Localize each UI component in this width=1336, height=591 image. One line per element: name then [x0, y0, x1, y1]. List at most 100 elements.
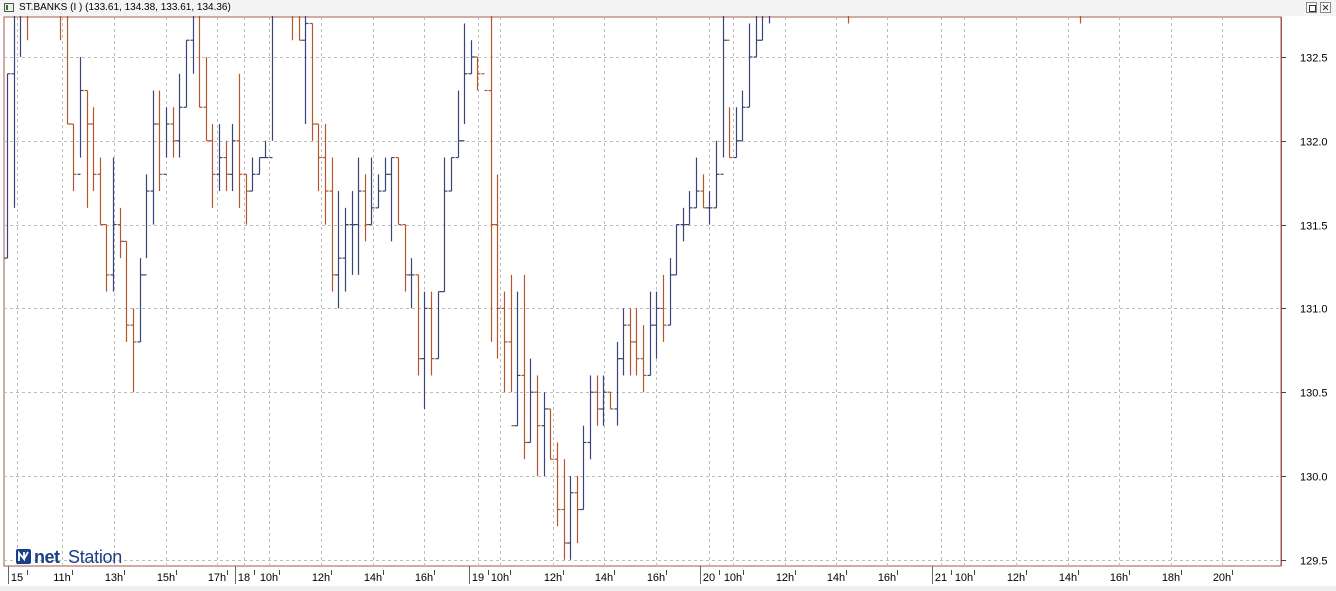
ohlc-bar — [700, 174, 707, 209]
price-tick-label: 132.0 — [1300, 137, 1328, 149]
ohlc-bar — [298, 0, 303, 41]
ohlc-bar — [614, 341, 621, 426]
plot-frame — [3, 16, 1282, 567]
ohlc-bar — [302, 6, 309, 125]
time-tick-label: 10h — [491, 572, 509, 584]
ohlc-bar — [713, 140, 720, 209]
ohlc-bar — [534, 375, 541, 476]
price-tick-label: 132.5 — [1300, 53, 1328, 65]
ohlc-bar — [375, 174, 382, 209]
ohlc-bar — [362, 174, 369, 242]
time-tick-label: 12h — [544, 572, 562, 584]
ohlc-bar — [216, 124, 223, 192]
ohlc-bar — [315, 123, 322, 192]
time-tick-label: 16h — [647, 572, 665, 584]
ohlc-bar — [156, 90, 163, 192]
time-tick-label: 21 — [935, 572, 947, 584]
ohlc-bar — [77, 57, 84, 175]
time-tick-label: 17h — [208, 572, 226, 584]
ohlc-bar — [488, 6, 495, 342]
ohlc-bar — [514, 291, 521, 427]
ohlc-bar — [203, 57, 210, 142]
ohlc-bar — [554, 442, 561, 527]
ohlc-bar — [726, 39, 733, 159]
ohlc-bar — [587, 375, 594, 460]
ohlc-bar — [395, 156, 402, 226]
ohlc-bar — [249, 157, 256, 192]
ohlc-bar — [435, 291, 442, 360]
grid — [3, 16, 1282, 567]
ohlc-bar — [421, 291, 428, 409]
ohlc-bar — [236, 73, 243, 208]
ohlc-bar — [355, 157, 362, 275]
time-tick-label: 10h — [260, 572, 278, 584]
ohlc-bar — [415, 274, 422, 376]
ohlc-bar — [607, 391, 614, 410]
time-tick-label: 14h — [1059, 572, 1077, 584]
ohlc-bar — [667, 258, 674, 326]
ohlc-bar — [123, 240, 130, 342]
ohlc-bar — [19, 0, 22, 57]
ohlc-bar — [163, 107, 170, 175]
ohlc-bar — [627, 308, 634, 376]
time-tick-label: 12h — [776, 572, 794, 584]
ohlc-bar — [4, 73, 11, 259]
ohlc-bar — [143, 174, 150, 276]
ohlc-bar — [501, 291, 508, 393]
time-tick-label: 20h — [1213, 572, 1231, 584]
price-tick-label: 129.5 — [1300, 556, 1328, 568]
ohlc-bar — [229, 124, 236, 192]
ohlc-bar — [243, 173, 250, 225]
ohlc-bar — [256, 156, 263, 175]
ohlc-bar — [680, 207, 687, 242]
ohlc-bar — [441, 157, 448, 293]
time-tick-label: 10h — [724, 572, 742, 584]
ohlc-bar — [527, 358, 534, 444]
ohlc-bar — [580, 425, 587, 511]
ohlc-bar — [508, 274, 515, 427]
ohlc-bar — [600, 375, 607, 426]
ohlc-bar — [594, 375, 601, 426]
time-tick-label: 18 — [238, 572, 250, 584]
time-tick-label: 15h — [157, 572, 175, 584]
time-tick-label: 10h — [955, 572, 973, 584]
time-tick-label: 16h — [1110, 572, 1128, 584]
time-tick-label: 19 — [472, 572, 484, 584]
ohlc-bar — [633, 308, 640, 376]
ohlc-bar — [150, 90, 157, 225]
ohlc-bar — [547, 408, 554, 460]
ohlc-bar — [342, 207, 349, 292]
ohlc-bar — [686, 191, 693, 226]
time-tick-label: 13h — [105, 572, 123, 584]
ohlc-bar — [103, 224, 110, 292]
time-tick-label: 11h — [53, 572, 71, 584]
ohlc-bar — [620, 308, 627, 376]
close-button[interactable] — [1320, 2, 1331, 13]
ohlc-bar — [733, 107, 740, 159]
ohlc-bar — [561, 459, 568, 560]
ohlc-bar — [90, 107, 97, 192]
restore-button[interactable] — [1306, 2, 1317, 13]
logo-net: net — [34, 547, 60, 567]
time-tick-label: 15 — [11, 572, 23, 584]
ohlc-bar — [494, 174, 501, 359]
ohlc-bar — [448, 156, 455, 192]
ohlc-bar — [541, 392, 548, 476]
time-tick-label: 16h — [878, 572, 896, 584]
ohlc-bar — [653, 291, 660, 359]
ohlc-bar — [349, 191, 356, 275]
ohlc-bar — [170, 107, 177, 158]
time-tick-label: 12h — [312, 572, 330, 584]
ohlc-bar — [110, 157, 117, 292]
ohlc-bar — [408, 258, 415, 309]
axes: 15 11h 13h 15h 17h 18 10h 12h 14h 16h 19 10h 12h 14h 1… — [8, 17, 1328, 584]
ohlc-bars — [4, 0, 1082, 560]
ohlc-bar — [70, 123, 77, 192]
ohlc-bar — [640, 325, 647, 393]
time-tick-label: 20 — [703, 572, 715, 584]
ohlc-bar — [468, 40, 475, 75]
ohlc-bar — [335, 191, 342, 309]
ohlc-bar — [176, 73, 183, 158]
